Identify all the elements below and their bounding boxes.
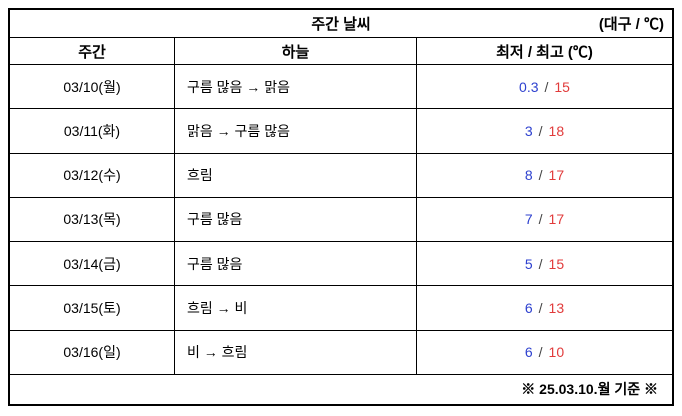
sky-cell: 구름 많음 → 맑음 (174, 65, 416, 109)
table-row: 03/11(화) 맑음 → 구름 많음 3 / 18 (10, 108, 672, 153)
temp-cell: 8 / 17 (416, 153, 672, 197)
temp-separator: / (538, 211, 543, 228)
column-header-sky: 하늘 (174, 38, 416, 64)
date-cell: 03/14(금) (63, 255, 121, 272)
low-temp: 8 (524, 167, 533, 184)
high-temp: 17 (548, 167, 565, 184)
temp-cell: 6 / 13 (416, 286, 672, 330)
table-row: 03/14(금) 구름 많음 5 / 15 (10, 241, 672, 286)
low-temp: 5 (524, 255, 533, 272)
high-temp: 18 (548, 122, 565, 139)
sky-cell: 흐림 → 비 (174, 286, 416, 330)
column-header-temp: 최저 / 최고 (℃) (416, 38, 672, 64)
temp-separator: / (538, 255, 543, 272)
date-cell: 03/16(일) (63, 344, 121, 361)
sky-cell: 구름 많음 (174, 197, 416, 242)
temp-separator: / (538, 344, 543, 361)
date-cell: 03/12(수) (63, 167, 121, 184)
temp-cell: 7 / 17 (416, 197, 672, 242)
column-header-week: 주간 (78, 43, 106, 61)
table-header-row: 주간 하늘 최저 / 최고 (℃) (10, 37, 672, 64)
sky-cell: 맑음 → 구름 많음 (174, 109, 416, 153)
low-temp: 3 (524, 122, 533, 139)
table-title-row: 주간 날씨 (대구 / ℃) (10, 10, 672, 37)
sky-cell: 구름 많음 (174, 242, 416, 286)
low-temp: 6 (524, 344, 533, 361)
table-row: 03/12(수) 흐림 8 / 17 (10, 152, 672, 197)
table-title: 주간 날씨 (311, 16, 371, 33)
low-temp: 6 (524, 300, 533, 317)
high-temp: 10 (548, 344, 565, 361)
sky-cell: 비 → 흐림 (174, 330, 416, 374)
temp-cell: 6 / 10 (416, 330, 672, 374)
reference-date-note: ※ 25.03.10.월 기준 ※ (521, 381, 658, 398)
temp-cell: 5 / 15 (416, 242, 672, 286)
low-temp: 0.3 (519, 78, 539, 95)
high-temp: 15 (548, 255, 565, 272)
date-cell: 03/13(목) (63, 211, 121, 228)
table-row: 03/16(일) 비 → 흐림 6 / 10 (10, 329, 672, 374)
temp-cell: 3 / 18 (416, 109, 672, 153)
location-unit-label: (대구 / ℃) (598, 16, 664, 33)
date-cell: 03/11(화) (63, 122, 121, 139)
high-temp: 15 (554, 78, 570, 95)
high-temp: 17 (548, 211, 565, 228)
date-cell: 03/15(토) (63, 300, 121, 317)
table-row: 03/15(토) 흐림 → 비 6 / 13 (10, 285, 672, 330)
table-row: 03/13(목) 구름 많음 7 / 17 (10, 196, 672, 242)
weekly-weather-table: 주간 날씨 (대구 / ℃) 주간 하늘 최저 / 최고 (℃) 03/10(월… (8, 8, 674, 406)
table-footer-row: ※ 25.03.10.월 기준 ※ (10, 373, 672, 404)
date-cell: 03/10(월) (63, 78, 121, 95)
temp-separator: / (538, 167, 543, 184)
temp-separator: / (538, 300, 543, 317)
table-row: 03/10(월) 구름 많음 → 맑음 0.3 / 15 (10, 64, 672, 109)
temp-separator: / (544, 78, 549, 95)
sky-cell: 흐림 (174, 153, 416, 197)
low-temp: 7 (524, 211, 533, 228)
high-temp: 13 (548, 300, 565, 317)
temp-cell: 0.3 / 15 (416, 65, 672, 109)
temp-separator: / (538, 122, 543, 139)
